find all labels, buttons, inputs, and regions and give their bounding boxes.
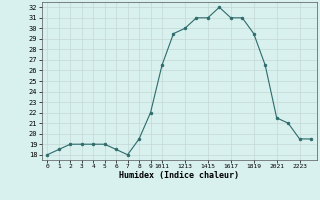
- X-axis label: Humidex (Indice chaleur): Humidex (Indice chaleur): [119, 171, 239, 180]
